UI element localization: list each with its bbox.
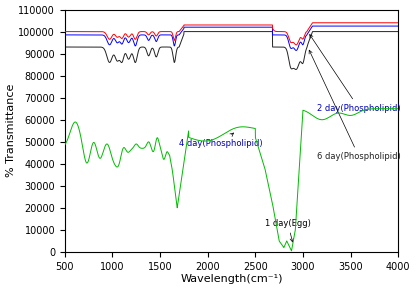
Text: 1 day(Egg): 1 day(Egg) [265, 218, 311, 242]
X-axis label: Wavelength(cm⁻¹): Wavelength(cm⁻¹) [180, 274, 283, 284]
Text: 2 day(Phospholipid): 2 day(Phospholipid) [310, 35, 401, 113]
Text: 6 day(Phospholipid): 6 day(Phospholipid) [309, 50, 401, 162]
Y-axis label: % Transmittance: % Transmittance [5, 84, 15, 177]
Text: 4 day(Phospholipid): 4 day(Phospholipid) [179, 133, 263, 148]
